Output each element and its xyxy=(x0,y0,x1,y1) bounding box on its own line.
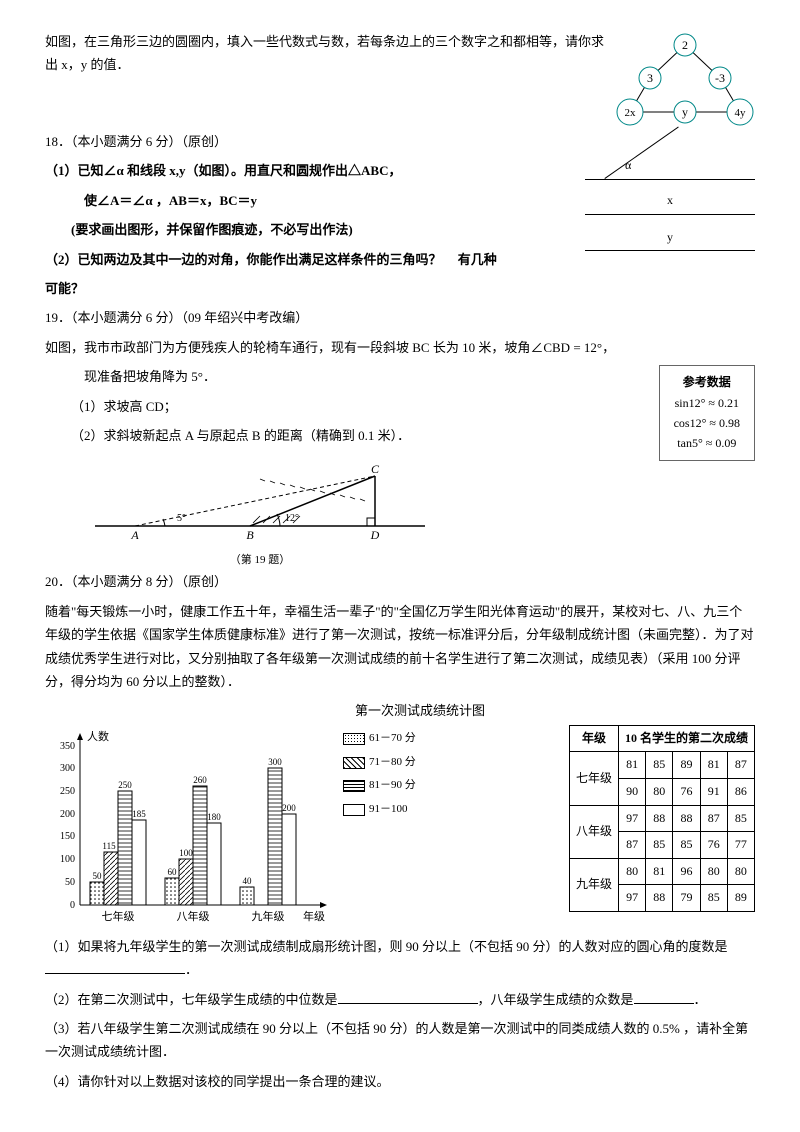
svg-text:年级: 年级 xyxy=(303,909,325,923)
th-grade: 年级 xyxy=(569,725,618,752)
q19-sub2: （2）求斜坡新起点 A 与原起点 B 的距离（精确到 0.1 米）． xyxy=(45,424,755,447)
svg-text:185: 185 xyxy=(132,809,146,819)
chart-row: 人数 年级 0 50 100 150 200 250 300 350 50 11… xyxy=(45,725,755,935)
svg-text:12°: 12° xyxy=(285,513,299,524)
svg-text:八年级: 八年级 xyxy=(177,909,210,923)
svg-text:七年级: 七年级 xyxy=(102,909,135,923)
q18-p4b: 有几种 xyxy=(458,252,497,267)
svg-text:50: 50 xyxy=(93,871,103,881)
svg-text:100: 100 xyxy=(60,854,75,865)
legend-1: 71－80 分 xyxy=(369,753,416,773)
q19-sub1: （1）求坡高 CD； xyxy=(45,395,755,418)
svg-text:40: 40 xyxy=(243,876,253,886)
q18-p5: 可能？ xyxy=(45,277,755,300)
svg-text:D: D xyxy=(370,528,380,541)
score-table: 年级10 名学生的第二次成绩 七年级8185898187 9080769186 … xyxy=(569,725,755,912)
q20-s3: （3）若八年级学生第二次测试成绩在 90 分以上（不包括 90 分）的人数是第一… xyxy=(45,1017,755,1064)
node-br: 4y xyxy=(735,107,747,119)
svg-text:B: B xyxy=(246,528,254,541)
triangle-diagram: 2 3 -3 2x y 4y xyxy=(615,30,755,130)
th-scores: 10 名学生的第二次成绩 xyxy=(618,725,754,752)
svg-text:60: 60 xyxy=(168,867,178,877)
svg-text:300: 300 xyxy=(268,757,282,767)
svg-text:180: 180 xyxy=(207,812,221,822)
chart-legend: 61－70 分 71－80 分 81－90 分 91－100 xyxy=(343,725,416,824)
blank-2[interactable] xyxy=(338,990,478,1004)
angle-label: α xyxy=(625,155,631,177)
q18-p4a: （2）已知两边及其中一边的对角，你能作出满足这样条件的三角吗？ xyxy=(45,252,442,267)
node-ur: -3 xyxy=(715,71,725,85)
q20-block: 20．（本小题满分 8 分）（原创） 随着"每天锻炼一小时，健康工作五十年，幸福… xyxy=(45,570,755,1093)
chart-title: 第一次测试成绩统计图 xyxy=(85,699,755,722)
q20-title: 20．（本小题满分 8 分）（原创） xyxy=(45,570,755,593)
svg-text:A: A xyxy=(130,528,139,541)
q19-intro: 如图，我市市政部门为方便残疾人的轮椅车通行，现有一段斜坡 BC 长为 10 米，… xyxy=(45,336,755,359)
bar-chart: 人数 年级 0 50 100 150 200 250 300 350 50 11… xyxy=(45,725,335,935)
x-label: x xyxy=(585,190,755,215)
y-label: y xyxy=(585,227,755,252)
svg-text:350: 350 xyxy=(60,741,75,752)
grade-7: 七年级 xyxy=(569,752,618,805)
node-ul: 3 xyxy=(647,71,653,85)
svg-text:200: 200 xyxy=(282,803,296,813)
q18-block: α x y 18．（本小题满分 6 分）（原创） （1）已知∠α 和线段 x,y… xyxy=(45,130,755,300)
svg-text:260: 260 xyxy=(193,775,207,785)
q17-block: 2 3 -3 2x y 4y 如图，在三角形三边的圆圈内，填入一些代数式与数，若… xyxy=(45,30,755,77)
svg-text:人数: 人数 xyxy=(87,730,109,743)
q20-intro: 随着"每天锻炼一小时，健康工作五十年，幸福生活一辈子"的"全国亿万学生阳光体育运… xyxy=(45,600,755,694)
legend-0: 61－70 分 xyxy=(369,729,416,749)
reference-data-box: 参考数据 sin12° ≈ 0.21 cos12° ≈ 0.98 tan5° ≈… xyxy=(659,365,755,461)
ref3: tan5° ≈ 0.09 xyxy=(674,433,740,453)
svg-text:0: 0 xyxy=(70,900,75,911)
svg-text:九年级: 九年级 xyxy=(252,909,285,923)
svg-text:250: 250 xyxy=(118,780,132,790)
ref2: cos12° ≈ 0.98 xyxy=(674,413,740,433)
ref1: sin12° ≈ 0.21 xyxy=(674,393,740,413)
q19-block: 19．（本小题满分 6 分）（09 年绍兴中考改编） 如图，我市市政部门为方便残… xyxy=(45,306,755,570)
q20-s2: （2）在第二次测试中，七年级学生成绩的中位数是，八年级学生成绩的众数是． xyxy=(45,988,755,1011)
svg-text:100: 100 xyxy=(179,848,193,858)
node-bm: y xyxy=(682,105,688,119)
legend-2: 81－90 分 xyxy=(369,776,416,796)
q19-title: 19．（本小题满分 6 分）（09 年绍兴中考改编） xyxy=(45,306,755,329)
grade-9: 九年级 xyxy=(569,858,618,911)
q20-s4: （4）请你针对以上数据对该校的同学提出一条合理的建议。 xyxy=(45,1070,755,1093)
svg-text:300: 300 xyxy=(60,763,75,774)
legend-3: 91－100 xyxy=(369,800,408,820)
node-bl: 2x xyxy=(625,107,637,119)
grade-8: 八年级 xyxy=(569,805,618,858)
q20-s1: （1）如果将九年级学生的第一次测试成绩制成扇形统计图，则 90 分以上（不包括 … xyxy=(45,935,755,982)
svg-text:250: 250 xyxy=(60,786,75,797)
blank-1[interactable] xyxy=(45,960,185,974)
svg-text:150: 150 xyxy=(60,831,75,842)
svg-text:200: 200 xyxy=(60,809,75,820)
ref-title: 参考数据 xyxy=(674,372,740,392)
svg-text:50: 50 xyxy=(65,877,75,888)
slope-figure: A B C D 5° 12° xyxy=(85,461,435,541)
svg-text:5°: 5° xyxy=(177,513,186,524)
svg-text:C: C xyxy=(371,462,380,476)
q19-line2: 现准备把坡角降为 5°． xyxy=(45,365,755,388)
angle-diagram: α x y xyxy=(585,130,755,280)
node-top: 2 xyxy=(682,38,688,52)
svg-text:115: 115 xyxy=(102,841,116,851)
blank-3[interactable] xyxy=(634,990,694,1004)
q19-caption: （第 19 题） xyxy=(85,551,435,571)
